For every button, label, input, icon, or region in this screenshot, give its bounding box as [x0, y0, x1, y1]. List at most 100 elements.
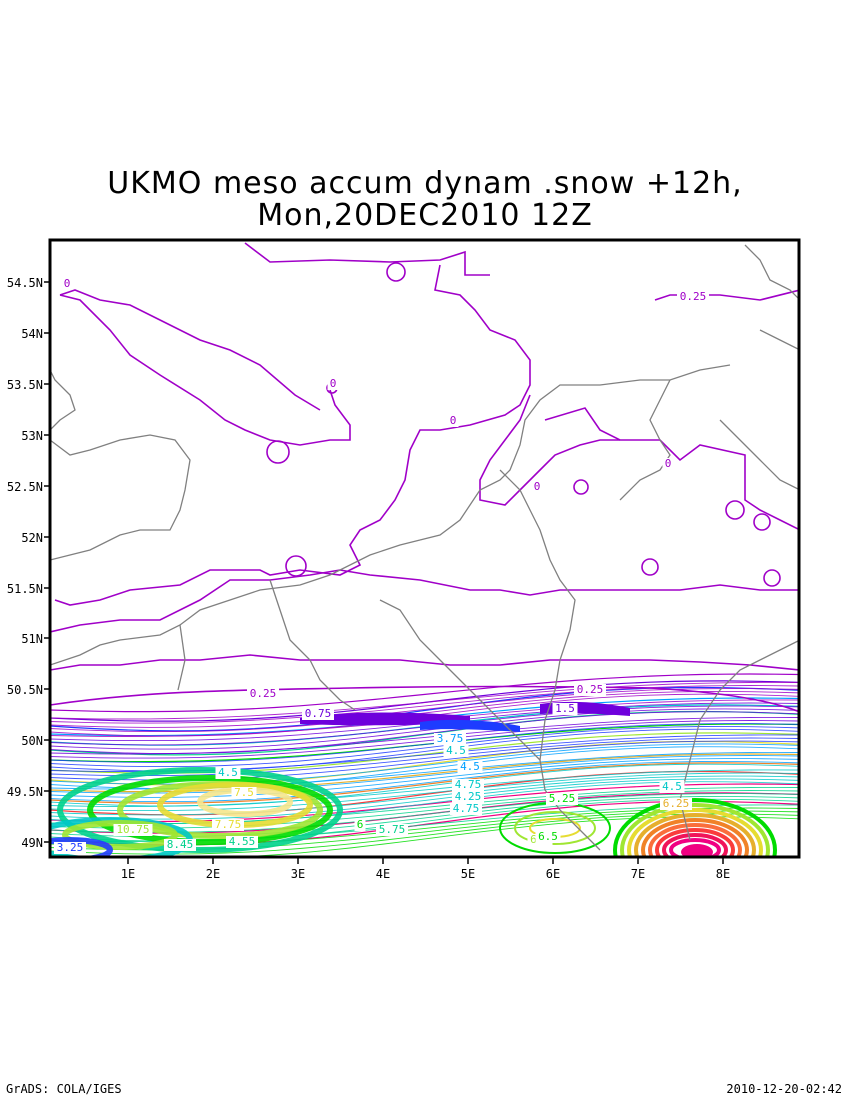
precip-contour-line: [50, 681, 799, 720]
lat-tick-label: 53N: [21, 429, 43, 443]
zero-contour-island: [573, 479, 589, 495]
contour-label-bg: [434, 733, 466, 745]
zero-contour: [50, 685, 799, 713]
contour-label-bg: [215, 767, 241, 779]
contour-label-bg: [212, 819, 244, 831]
contour-label: 5.25: [549, 792, 576, 805]
lat-tick-label: 49.5N: [7, 785, 43, 799]
contour-label-bg: [659, 781, 685, 793]
lat-tick-label: 54.5N: [7, 276, 43, 290]
precip-contour-line: [50, 758, 799, 798]
precip-maximum-contour: [50, 837, 113, 857]
zero-contour-lines: [50, 242, 799, 713]
lat-tick-label: 52.5N: [7, 480, 43, 494]
contour-label: 4.5: [460, 760, 480, 773]
precip-contour-line: [50, 760, 799, 803]
zero-contour-island: [285, 555, 307, 577]
contour-label: 0.25: [250, 687, 277, 700]
zero-contour: [479, 394, 620, 506]
lon-tick-label: 4E: [376, 867, 390, 881]
zero-contour-island: [753, 513, 771, 531]
coastline: [177, 624, 186, 691]
precip-contour-line: [50, 723, 799, 763]
coastline: [50, 434, 191, 561]
zero-contour-island: [725, 500, 745, 520]
precip-maximum-contour: [669, 838, 721, 857]
contour-label-bg: [662, 458, 674, 470]
chart-title-line2: Mon,20DEC2010 12Z: [257, 198, 593, 233]
contour-label: 0.25: [680, 290, 707, 303]
contour-label: 3.25: [57, 841, 84, 854]
contour-label-bg: [61, 278, 73, 290]
contour-label: 5.75: [379, 823, 406, 836]
lon-tick-label: 7E: [631, 867, 645, 881]
lon-tick-label: 2E: [206, 867, 220, 881]
precip-contour-line: [50, 769, 799, 807]
lat-tick-label: 53.5N: [7, 378, 43, 392]
contour-label: 4.75: [453, 802, 480, 815]
map-plot-area: [50, 242, 799, 857]
coastline: [744, 244, 799, 300]
contour-label-bg: [376, 824, 408, 836]
precip-band-fill: [420, 719, 520, 732]
contour-label-bg: [354, 819, 366, 831]
precip-maximum-contour: [634, 813, 756, 857]
lon-tick-label: 3E: [291, 867, 305, 881]
precip-contour-line: [50, 716, 799, 755]
coastline: [269, 579, 356, 711]
contour-label: 10.75: [116, 823, 149, 836]
lon-tick-label: 6E: [546, 867, 560, 881]
contour-label-bg: [226, 836, 258, 848]
precip-contour-line: [50, 685, 799, 724]
precip-maximum-contour: [627, 808, 763, 857]
chart-title-line1: UKMO meso accum dynam .snow +12h,: [107, 166, 743, 201]
coastline: [419, 364, 731, 541]
coastline: [719, 419, 799, 491]
contour-label: 0.25: [577, 683, 604, 696]
precip-maximum-contour: [62, 820, 178, 850]
contour-label: 0: [64, 277, 71, 290]
contour-label-bg: [457, 761, 483, 773]
zero-contour: [50, 569, 799, 633]
contour-label: 7.75: [215, 818, 242, 831]
contour-label-bg: [447, 415, 459, 427]
zero-contour: [544, 407, 799, 531]
contour-label: 0.75: [305, 707, 332, 720]
precip-contour-line: [50, 737, 799, 777]
contour-label: 3.75: [437, 732, 464, 745]
coastline: [759, 329, 799, 351]
zero-contour: [59, 294, 351, 446]
zero-contour-island: [266, 440, 290, 464]
zero-contour-island: [386, 262, 406, 282]
lat-tick-label: 51N: [21, 632, 43, 646]
precipitation-contour-bands: [50, 673, 799, 857]
contour-label-bg: [54, 842, 86, 854]
contour-label-bg: [164, 839, 196, 851]
contour-label-bg: [535, 831, 561, 843]
contour-labels: 00.2500000.250.750.251.53.754.54.754.55.…: [54, 277, 709, 854]
lat-tick-label: 51.5N: [7, 582, 43, 596]
coastline: [50, 369, 76, 431]
contour-label: 6: [357, 818, 364, 831]
precip-maximum-contour: [57, 767, 343, 853]
footer-credit: GrADS: COLA/IGES: [6, 1082, 122, 1096]
precip-contour-line: [50, 690, 799, 733]
contour-label: 4.5: [662, 780, 682, 793]
contour-label: 4.5: [218, 766, 238, 779]
coastlines-borders: [50, 244, 799, 851]
contour-label-bg: [113, 824, 153, 836]
precip-contour-line: [50, 720, 799, 759]
precip-maximum-core: [681, 844, 713, 857]
contour-label: 0: [665, 457, 672, 470]
contour-label: 6.5: [538, 830, 558, 843]
lat-tick-label: 52N: [21, 531, 43, 545]
lon-tick-label: 5E: [461, 867, 475, 881]
contour-label: 6.25: [663, 797, 690, 810]
precip-contour-line: [50, 772, 799, 812]
contour-label: 1.5: [555, 702, 575, 715]
lat-tick-label: 50N: [21, 734, 43, 748]
contour-label: 4.25: [455, 790, 482, 803]
contour-label-bg: [531, 481, 543, 493]
contour-label-bg: [302, 708, 334, 720]
precip-maximum-contour: [87, 775, 333, 845]
